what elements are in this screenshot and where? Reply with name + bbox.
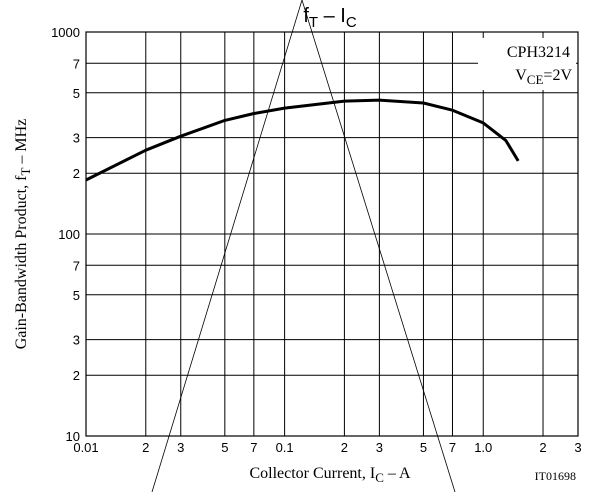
annotation-device: CPH3214 xyxy=(507,44,570,61)
x-tick-label: 5 xyxy=(420,440,427,455)
x-tick-label: 0.1 xyxy=(276,440,294,455)
data-line xyxy=(85,98,520,182)
y-tick-label: 3 xyxy=(73,131,80,146)
x-tick-label: 2 xyxy=(341,440,348,455)
x-tick-label: 5 xyxy=(221,440,228,455)
x-tick-label: 3 xyxy=(574,440,581,455)
plot-area: 0.01 2 3 5 7 0.1 2 3 5 7 1.0 2 3 10 2 3 5 7 100 2 3 5 7 1000 xyxy=(51,25,582,455)
annotation-condition: VCE=2V xyxy=(515,67,572,87)
y-tick-label: 1000 xyxy=(51,25,80,40)
artifact-line xyxy=(301,0,456,492)
y-tick-label: 2 xyxy=(73,166,80,181)
x-tick-label: 3 xyxy=(177,440,184,455)
figure-id: IT01698 xyxy=(535,469,576,483)
y-tick-label: 7 xyxy=(73,258,80,273)
x-tick-label: 1.0 xyxy=(474,440,492,455)
x-tick-label: 7 xyxy=(250,440,257,455)
x-tick-label: 3 xyxy=(376,440,383,455)
y-tick-label: 2 xyxy=(73,368,80,383)
y-axis-label: Gain-Bandwidth Product, fT – MHz xyxy=(13,119,33,350)
x-axis-label: Collector Current, IC – A xyxy=(249,465,411,485)
x-tick-label: 2 xyxy=(142,440,149,455)
x-tick-label: 2 xyxy=(539,440,546,455)
y-tick-label: 100 xyxy=(58,227,80,242)
y-tick-label: 3 xyxy=(73,333,80,348)
y-tick-label: 10 xyxy=(66,429,80,444)
y-tick-label: 5 xyxy=(73,86,80,101)
chart-title: fT – IC xyxy=(303,5,357,31)
y-tick-label: 5 xyxy=(73,288,80,303)
y-tick-label: 7 xyxy=(73,56,80,71)
x-tick-label: 7 xyxy=(449,440,456,455)
artifact-line xyxy=(151,0,303,492)
x-tick-label: 0.01 xyxy=(73,440,98,455)
annotation-box xyxy=(478,38,576,90)
